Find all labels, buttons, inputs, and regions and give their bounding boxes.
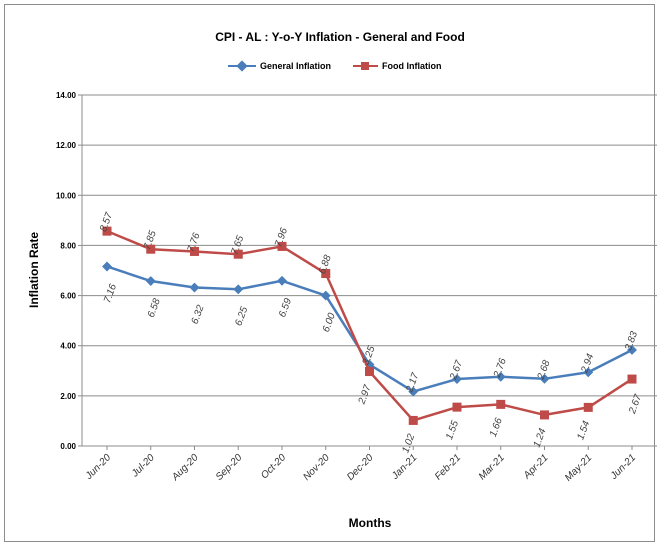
data-point-food — [583, 402, 593, 412]
data-point-general — [452, 374, 462, 385]
data-point-general — [583, 367, 594, 378]
y-tick-label: 8.00 — [60, 241, 76, 250]
x-tick-label: Oct-20 — [259, 452, 288, 481]
x-tick-label: Jan-21 — [389, 452, 419, 482]
data-label-food: 8.57 — [98, 211, 115, 233]
x-tick-label: Aug-20 — [169, 452, 201, 484]
y-axis-ticks: 0.00 2.00 4.00 6.00 8.00 10.00 12.00 14.00 — [56, 91, 82, 451]
data-point-food — [146, 244, 156, 254]
data-point-general — [102, 261, 112, 272]
data-label-food: 1.66 — [488, 416, 505, 438]
gridlines — [82, 94, 657, 397]
y-tick-label: 14.00 — [56, 91, 77, 100]
x-tick-label: Jun-20 — [83, 452, 113, 482]
data-label-general: 6.59 — [277, 296, 294, 318]
y-tick-label: 0.00 — [60, 442, 76, 451]
x-tick-label: Feb-21 — [433, 452, 463, 482]
data-label-general: 6.00 — [321, 311, 338, 333]
data-label-food: 1.55 — [444, 419, 461, 441]
data-point-food — [540, 410, 549, 420]
data-point-food — [496, 399, 506, 409]
data-point-food — [365, 367, 374, 377]
data-point-general — [408, 386, 419, 397]
legend-marker-general — [236, 60, 248, 72]
data-label-food: 7.76 — [186, 231, 203, 253]
data-label-general: 2.94 — [579, 352, 596, 375]
data-label-general: 3.25 — [361, 344, 378, 366]
x-axis-ticks: Jun-20 Jul-20 Aug-20 Sep-20 Oct-20 Nov-20 Dec-… — [83, 446, 638, 484]
data-point-food — [452, 402, 462, 412]
data-point-general — [233, 284, 244, 295]
data-label-food: 2.97 — [356, 383, 373, 406]
x-tick-label: Nov-20 — [301, 452, 332, 483]
data-point-food — [102, 226, 112, 236]
y-tick-label: 12.00 — [56, 141, 77, 150]
x-tick-label: Jul-20 — [129, 452, 157, 480]
y-axis-title: Inflation Rate — [27, 232, 41, 308]
legend-label-general: General Inflation — [260, 61, 331, 71]
legend-label-food: Food Inflation — [382, 61, 441, 71]
chart-title: CPI - AL : Y-o-Y Inflation - General and… — [215, 30, 465, 44]
y-tick-label: 10.00 — [56, 191, 77, 200]
data-point-general — [320, 290, 331, 301]
x-tick-label: May-21 — [563, 452, 594, 483]
data-label-food: 1.54 — [575, 419, 592, 441]
data-label-food: 7.85 — [142, 229, 159, 251]
data-point-general — [277, 275, 287, 286]
data-label-food: 6.88 — [317, 253, 334, 275]
y-tick-label: 2.00 — [60, 392, 76, 401]
data-point-food — [233, 249, 243, 259]
legend-marker-food — [361, 62, 369, 70]
data-labels-group: 7.166.58 6.32 6.25 6.596.003.252.172.67 2.76… — [98, 211, 644, 455]
data-point-general — [145, 276, 156, 286]
x-tick-label: Dec-20 — [345, 452, 376, 483]
legend: General Inflation Food Inflation — [228, 60, 441, 72]
data-point-general — [627, 345, 637, 355]
data-label-general: 6.32 — [190, 303, 207, 325]
x-tick-label: Jun-21 — [608, 452, 638, 482]
data-point-general — [539, 373, 550, 384]
data-point-food — [408, 415, 418, 425]
x-axis-title: Months — [349, 516, 392, 530]
data-point-food — [627, 374, 637, 384]
data-point-food — [190, 246, 199, 256]
data-point-general — [495, 371, 506, 382]
x-tick-label: Sep-20 — [214, 452, 245, 483]
data-label-general: 6.58 — [146, 297, 163, 319]
data-label-general: 6.25 — [233, 305, 250, 327]
data-label-food: 1.02 — [400, 432, 417, 454]
data-point-general — [189, 282, 200, 293]
x-tick-label: Mar-21 — [477, 452, 507, 482]
x-tick-label: Apr-21 — [521, 452, 551, 482]
y-tick-label: 6.00 — [60, 292, 76, 301]
y-tick-label: 4.00 — [60, 342, 76, 351]
data-label-general: 3.83 — [623, 330, 640, 352]
data-point-food — [277, 241, 287, 251]
data-point-food — [321, 269, 331, 279]
data-label-general: 7.16 — [102, 282, 119, 304]
